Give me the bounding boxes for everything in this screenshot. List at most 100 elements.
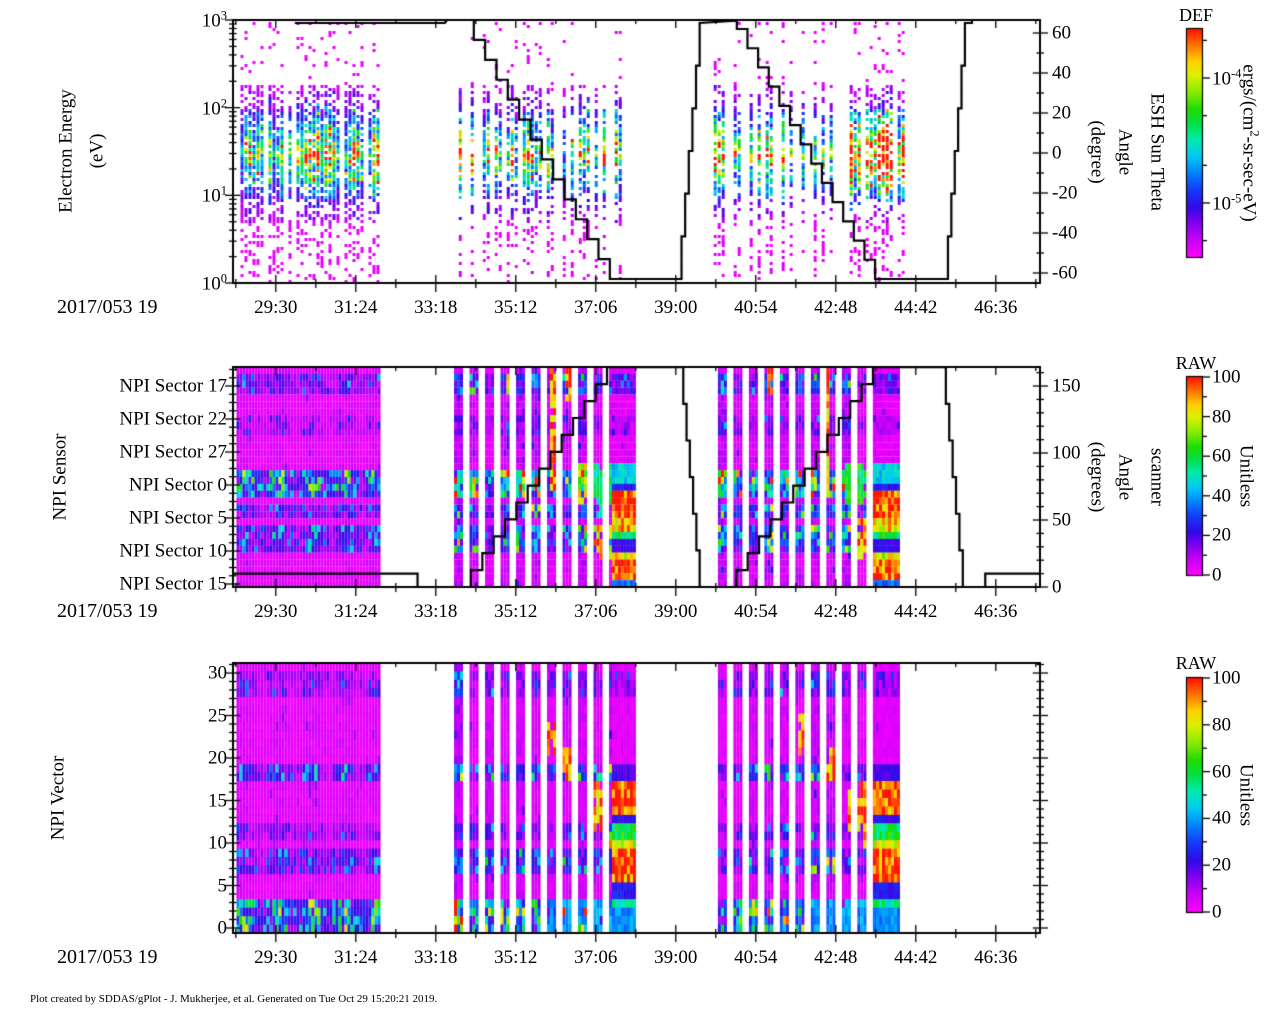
x-tick-label: 42:48 [814, 297, 858, 318]
theta-tick-label: -60 [1052, 262, 1078, 284]
vector-tick-label: 20 [208, 747, 227, 769]
unit-post: -sr-sec-eV) [1238, 136, 1260, 222]
x-tick-label: 31:24 [334, 947, 378, 968]
mantissa: 10 [201, 98, 221, 120]
right-axis-title-angle-2: Angle [1114, 453, 1136, 501]
x-tick-label: 44:42 [894, 947, 938, 968]
right-axis-title-degrees: (degrees) [1086, 441, 1108, 513]
x-tick-label: 40:54 [734, 297, 778, 318]
energy-tick-label: 103 [201, 8, 227, 32]
scanner-tick-label: 0 [1052, 576, 1062, 598]
colorbar-unit-unitless-1: Unitless [1235, 444, 1257, 508]
colorbar-unit-def: ergs/(cm2-sr-sec-eV) [1238, 64, 1261, 222]
exponent: -5 [1231, 191, 1242, 206]
scanner-tick-label: 100 [1052, 442, 1081, 464]
sector-tick-label: NPI Sector 15 [119, 573, 227, 595]
x-tick-label: 46:36 [974, 297, 1018, 318]
energy-tick-label: 100 [201, 271, 227, 295]
colorbar-title-def: DEF [1178, 5, 1214, 25]
y-axis-title-electron-energy: Electron Energy [55, 89, 77, 213]
x-tick-label: 42:48 [814, 601, 858, 622]
right-axis-title-scanner: scanner [1146, 447, 1168, 507]
right-axis-title-angle: Angle [1114, 128, 1136, 176]
exponent: -4 [1231, 66, 1242, 81]
x-axis-date-label-1: 2017/053 19 [57, 296, 158, 318]
x-tick-label: 35:12 [494, 297, 538, 318]
footer-credit: Plot created by SDDAS/gPlot - J. Mukherj… [30, 993, 438, 1005]
colorbar-tick-label: 100 [1212, 667, 1241, 689]
vector-tick-label: 25 [208, 705, 227, 726]
x-tick-label: 39:00 [654, 601, 698, 622]
x-tick-label: 37:06 [574, 601, 618, 622]
vector-tick-label: 10 [208, 832, 227, 854]
x-tick-label: 29:30 [254, 601, 298, 622]
colorbar-tick-label: 0 [1212, 901, 1222, 923]
colorbar-tick-label: 60 [1212, 761, 1231, 783]
theta-tick-label: 40 [1052, 62, 1071, 84]
colorbar-tick-label: 60 [1212, 445, 1231, 467]
theta-tick-label: -20 [1052, 182, 1078, 204]
exponent: 0 [220, 271, 227, 286]
right-axis-title-degree: (degree) [1086, 120, 1108, 184]
energy-tick-label: 102 [201, 95, 227, 120]
colorbar-tick-label: 10-5 [1212, 191, 1242, 214]
colorbar-title-raw-1: RAW [1175, 353, 1217, 373]
theta-tick-label: 0 [1052, 142, 1062, 164]
x-tick-label: 29:30 [254, 947, 298, 968]
sector-tick-label: NPI Sector 0 [128, 474, 227, 496]
x-tick-label: 29:30 [254, 297, 298, 318]
x-tick-label: 40:54 [734, 601, 778, 622]
x-tick-label: 42:48 [814, 947, 858, 968]
vector-tick-label: 0 [217, 917, 228, 939]
exponent: 2 [220, 95, 227, 110]
y-axis-title-ev-units: (eV) [86, 133, 108, 169]
y-axis-title-npi-sensor: NPI Sensor [49, 433, 71, 521]
sector-tick-label: NPI Sector 22 [119, 408, 227, 430]
scanner-tick-label: 50 [1052, 509, 1071, 531]
colorbar-tick-label: 80 [1212, 714, 1231, 736]
colorbar-tick-label: 80 [1212, 406, 1231, 428]
x-tick-label: 46:36 [974, 601, 1018, 622]
x-tick-label: 39:00 [654, 947, 698, 968]
energy-tick-label: 101 [202, 183, 227, 206]
colorbar-tick-label: 40 [1212, 485, 1231, 507]
x-tick-label: 35:12 [494, 601, 538, 622]
vector-tick-label: 15 [208, 790, 227, 811]
x-tick-label: 31:24 [334, 601, 378, 622]
colorbar-title-raw-2: RAW [1175, 653, 1217, 673]
sector-tick-label: NPI Sector 27 [119, 441, 227, 463]
exponent: 3 [220, 8, 227, 23]
colorbar-tick-label: 100 [1212, 366, 1241, 388]
x-tick-label: 33:18 [414, 297, 458, 318]
exponent: 1 [220, 183, 227, 198]
x-tick-label: 37:06 [574, 947, 618, 968]
x-tick-label: 37:06 [574, 297, 618, 318]
colorbar-tick-label: 20 [1212, 524, 1231, 546]
mantissa: 10 [1212, 68, 1231, 90]
x-tick-label: 39:00 [654, 297, 698, 318]
x-tick-label: 40:54 [734, 947, 778, 968]
colorbar-tick-label: 20 [1212, 854, 1231, 876]
colorbar-unit-unitless-2: Unitless [1235, 763, 1257, 827]
theta-tick-label: 20 [1052, 102, 1071, 124]
colorbar-tick-label: 0 [1212, 564, 1222, 586]
colorbar-tick-label: 10-4 [1212, 66, 1242, 90]
x-axis-date-label-3: 2017/053 19 [57, 946, 158, 968]
x-tick-label: 33:18 [414, 947, 458, 968]
x-tick-label: 46:36 [974, 947, 1018, 968]
vector-tick-label: 30 [208, 662, 227, 684]
theta-tick-label: -40 [1052, 222, 1078, 244]
x-tick-label: 33:18 [414, 601, 458, 622]
mantissa: 10 [201, 10, 221, 32]
x-tick-label: 35:12 [494, 947, 538, 968]
x-tick-label: 44:42 [894, 297, 938, 318]
unit-pre: ergs/(cm [1238, 64, 1260, 131]
vector-tick-label: 5 [217, 875, 228, 896]
scanner-tick-label: 150 [1052, 375, 1081, 397]
y-axis-title-npi-vector: NPI Vector [47, 755, 69, 841]
right-axis-title-esh-sun-theta: ESH Sun Theta [1146, 93, 1168, 211]
sector-tick-label: NPI Sector 17 [119, 375, 227, 397]
mantissa: 10 [201, 273, 221, 295]
sector-tick-label: NPI Sector 10 [119, 540, 227, 562]
